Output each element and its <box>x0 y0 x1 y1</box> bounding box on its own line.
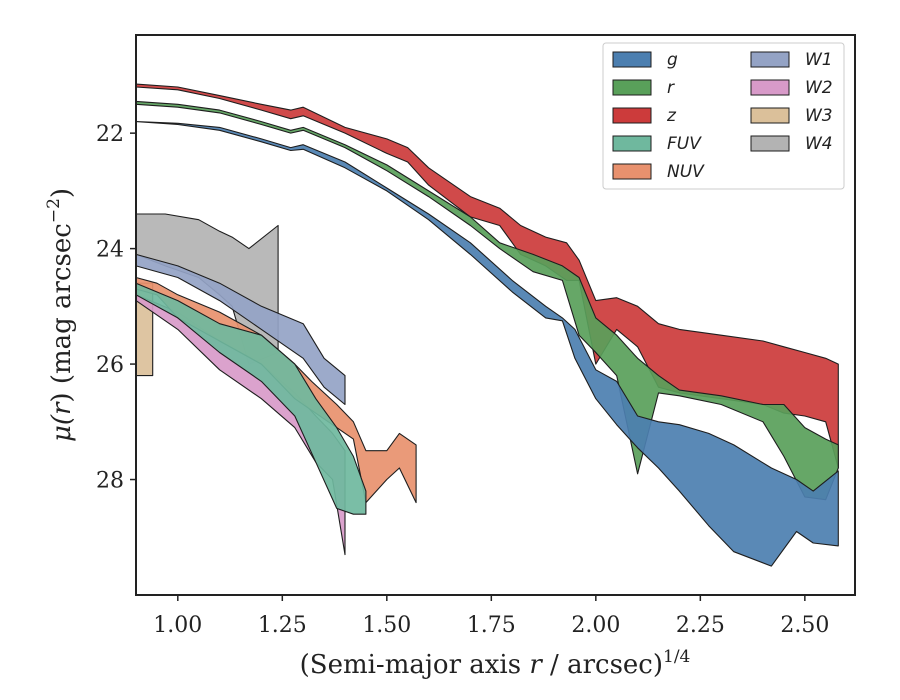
x-axis-ticks: 1.00 1.25 1.50 1.75 2.00 2.25 2.50 <box>153 595 829 638</box>
x-axis-label-sup: 1/4 <box>663 647 690 667</box>
legend-swatch-w1 <box>750 51 790 68</box>
x-axis-label-part-2: / arcsec) <box>542 650 663 680</box>
series-area-fuv <box>135 282 367 515</box>
x-tick-label-3: 1.75 <box>467 613 516 638</box>
y-axis-label-mu: μ( <box>47 414 77 442</box>
x-tick-label-0: 1.00 <box>153 613 202 638</box>
legend-label-w2: W2 <box>805 78 833 98</box>
legend-swatch-z <box>612 107 652 124</box>
y-axis-label-part-4: ) <box>47 188 77 198</box>
y-axis-label-sup: −2 <box>44 198 64 223</box>
x-tick-label-1: 1.25 <box>258 613 307 638</box>
legend-label-w4: W4 <box>805 134 833 154</box>
legend-label-r: r <box>667 78 675 98</box>
legend-label-nuv: NUV <box>667 162 705 182</box>
plot-frame <box>135 34 856 596</box>
x-axis-label-var: r <box>529 650 543 680</box>
x-tick-label-5: 2.25 <box>676 613 725 638</box>
y-axis-ticks: 22 24 26 28 <box>96 122 136 494</box>
legend-label-w3: W3 <box>805 106 833 126</box>
legend-swatch-fuv <box>612 135 652 152</box>
x-tick-label-6: 2.50 <box>780 613 829 638</box>
y-tick-label-3: 28 <box>96 469 124 494</box>
x-axis-label: (Semi-major axis r / arcsec)1/4 <box>300 647 691 680</box>
y-tick-label-0: 22 <box>96 122 124 147</box>
series-areas <box>135 83 839 567</box>
y-tick-label-2: 26 <box>96 353 124 378</box>
y-tick-label-1: 24 <box>96 238 124 263</box>
legend-swatch-w4 <box>750 135 790 152</box>
legend-swatch-nuv <box>612 163 652 180</box>
legend-label-z: z <box>666 106 677 126</box>
legend-label-fuv: FUV <box>667 134 702 154</box>
y-axis-label-part-2: ) (mag arcsec <box>47 223 77 402</box>
legend: grz FUV NUV W1 W2 W3 W4 <box>602 42 845 190</box>
y-axis-label: μ(r) (mag arcsec−2) <box>44 188 77 442</box>
x-axis-label-part-0: (Semi-major axis <box>300 650 530 680</box>
series-area-w1 <box>135 253 346 406</box>
legend-swatch-r <box>612 79 652 96</box>
x-tick-label-2: 1.50 <box>362 613 411 638</box>
legend-swatch-g <box>612 51 652 68</box>
x-tick-label-4: 2.00 <box>571 613 620 638</box>
legend-label-g: g <box>667 50 678 70</box>
y-axis-label-var: r <box>47 401 77 415</box>
legend-swatch-w2 <box>750 79 790 96</box>
series-area-r <box>135 100 839 501</box>
legend-label-w1: W1 <box>805 50 833 70</box>
legend-swatch-w3 <box>750 107 790 124</box>
series-area-g <box>135 121 839 567</box>
